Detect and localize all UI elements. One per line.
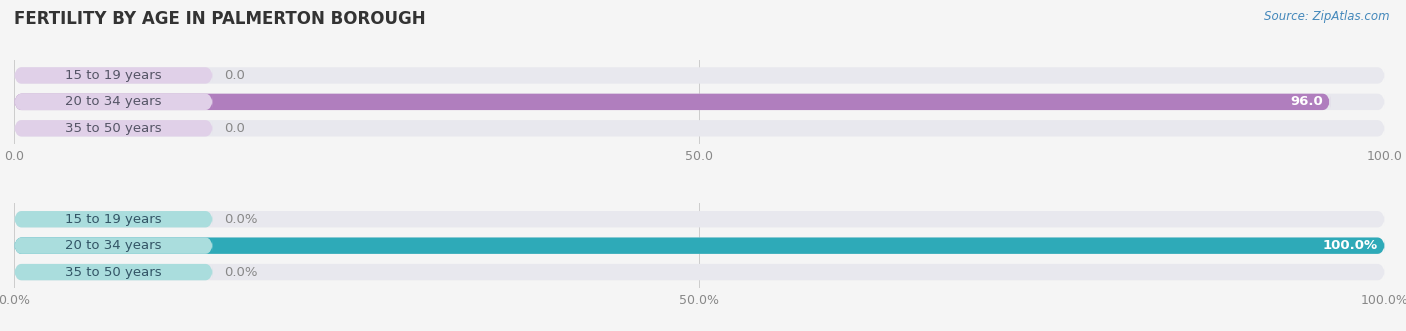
Text: 96.0: 96.0	[1291, 95, 1323, 108]
FancyBboxPatch shape	[14, 120, 212, 136]
FancyBboxPatch shape	[14, 67, 212, 84]
Text: 35 to 50 years: 35 to 50 years	[65, 265, 162, 279]
FancyBboxPatch shape	[14, 237, 212, 254]
FancyBboxPatch shape	[14, 211, 1385, 227]
Text: 20 to 34 years: 20 to 34 years	[65, 95, 162, 108]
Text: Source: ZipAtlas.com: Source: ZipAtlas.com	[1264, 10, 1389, 23]
FancyBboxPatch shape	[14, 237, 1385, 254]
Text: 15 to 19 years: 15 to 19 years	[65, 69, 162, 82]
Text: 0.0%: 0.0%	[224, 213, 257, 226]
Text: 35 to 50 years: 35 to 50 years	[65, 122, 162, 135]
Text: 0.0: 0.0	[224, 122, 245, 135]
Text: 100.0%: 100.0%	[1323, 239, 1378, 252]
FancyBboxPatch shape	[14, 67, 1385, 84]
Text: FERTILITY BY AGE IN PALMERTON BOROUGH: FERTILITY BY AGE IN PALMERTON BOROUGH	[14, 10, 426, 28]
Text: 0.0%: 0.0%	[224, 265, 257, 279]
Text: 20 to 34 years: 20 to 34 years	[65, 239, 162, 252]
FancyBboxPatch shape	[14, 237, 1385, 254]
FancyBboxPatch shape	[14, 94, 1385, 110]
FancyBboxPatch shape	[14, 120, 1385, 136]
Text: 15 to 19 years: 15 to 19 years	[65, 213, 162, 226]
FancyBboxPatch shape	[14, 94, 212, 110]
FancyBboxPatch shape	[14, 94, 1330, 110]
FancyBboxPatch shape	[14, 211, 212, 227]
FancyBboxPatch shape	[14, 264, 1385, 280]
FancyBboxPatch shape	[14, 264, 212, 280]
Text: 0.0: 0.0	[224, 69, 245, 82]
